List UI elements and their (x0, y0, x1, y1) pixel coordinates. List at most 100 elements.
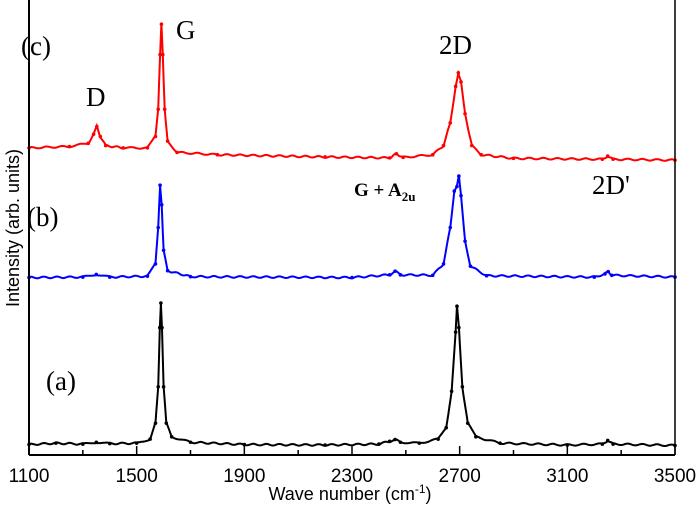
data-point (188, 440, 193, 445)
data-point (162, 107, 167, 111)
data-point (393, 269, 397, 273)
data-point (121, 146, 126, 150)
data-point (387, 439, 392, 444)
data-point (91, 132, 96, 137)
data-point (159, 22, 164, 26)
x-tick-label: 3500 (654, 466, 696, 487)
data-point (398, 273, 403, 277)
data-point (86, 141, 91, 146)
data-point (444, 425, 449, 430)
data-point (156, 107, 160, 111)
data-point (242, 442, 247, 447)
data-point (441, 262, 446, 266)
data-point (455, 304, 459, 309)
data-point (81, 442, 85, 446)
data-point (605, 154, 610, 158)
data-point (107, 275, 112, 279)
data-point (457, 325, 461, 330)
data-point (175, 150, 179, 155)
data-point (95, 124, 99, 129)
data-point (134, 441, 139, 445)
data-point (611, 442, 615, 446)
data-point (153, 134, 158, 139)
series-line (28, 303, 676, 447)
series-b (27, 174, 677, 280)
axes (28, 0, 676, 456)
series-a (27, 301, 677, 448)
data-point (479, 152, 484, 157)
data-point (417, 441, 422, 445)
data-point (448, 225, 453, 230)
label-c: (c) (21, 31, 51, 61)
x-tick-label: 1500 (116, 466, 158, 487)
data-point (430, 273, 435, 278)
data-point (323, 443, 327, 447)
data-point (606, 269, 611, 274)
label-a: (a) (46, 366, 76, 396)
data-point (169, 435, 174, 439)
data-point (160, 52, 165, 57)
data-point (158, 52, 162, 57)
x-tick-label: 3100 (546, 466, 588, 487)
data-point (463, 239, 467, 243)
data-point (498, 441, 502, 445)
peak-D-label: D (86, 82, 106, 112)
data-point (600, 442, 605, 446)
data-point (394, 151, 399, 156)
data-point (565, 443, 570, 447)
data-point (387, 156, 392, 160)
y-axis-label: Intensity (arb. units) (3, 149, 23, 307)
data-point (160, 325, 164, 330)
x-axis-label: Wave number (cm-1) (268, 482, 431, 504)
data-point (453, 84, 458, 89)
data-point (609, 273, 614, 278)
data-point (611, 157, 615, 162)
peak-2D-label: 2D (439, 30, 472, 60)
data-point (387, 273, 392, 277)
data-point (474, 435, 478, 439)
x-tick-label: 2300 (331, 466, 373, 487)
peak-2D-prime-label: 2D' (592, 170, 630, 200)
data-point (165, 268, 170, 273)
series-line (28, 23, 676, 162)
data-point (158, 183, 162, 187)
data-point (215, 152, 220, 157)
x-tick-label: 1100 (9, 466, 50, 487)
data-point (468, 264, 473, 268)
data-point (156, 384, 160, 389)
data-point (469, 143, 474, 148)
data-point (165, 139, 170, 143)
data-point (456, 71, 461, 75)
data-point (377, 442, 381, 446)
data-point (453, 330, 458, 334)
x-tick-label: 2700 (439, 466, 481, 487)
data-point (153, 421, 158, 425)
data-point (459, 80, 463, 84)
data-point (148, 437, 152, 441)
data-point (164, 421, 169, 425)
data-point (459, 193, 463, 198)
data-point (448, 121, 453, 125)
data-point (393, 437, 397, 442)
data-point (605, 438, 610, 443)
data-point (511, 156, 516, 161)
data-point (81, 275, 85, 279)
data-point (436, 437, 440, 441)
data-point (145, 146, 150, 150)
data-point (54, 441, 58, 445)
data-point (161, 248, 166, 253)
data-point (449, 389, 454, 394)
series-line (28, 175, 676, 280)
data-point (465, 421, 470, 425)
data-point (600, 157, 605, 162)
data-point (457, 174, 461, 178)
label-b: (b) (27, 202, 58, 232)
peak-G-label: G (176, 15, 196, 45)
data-point (460, 384, 465, 389)
data-point (103, 143, 108, 148)
data-point (603, 272, 607, 276)
data-point (592, 275, 597, 279)
series-layer (27, 22, 677, 448)
data-point (159, 202, 164, 207)
